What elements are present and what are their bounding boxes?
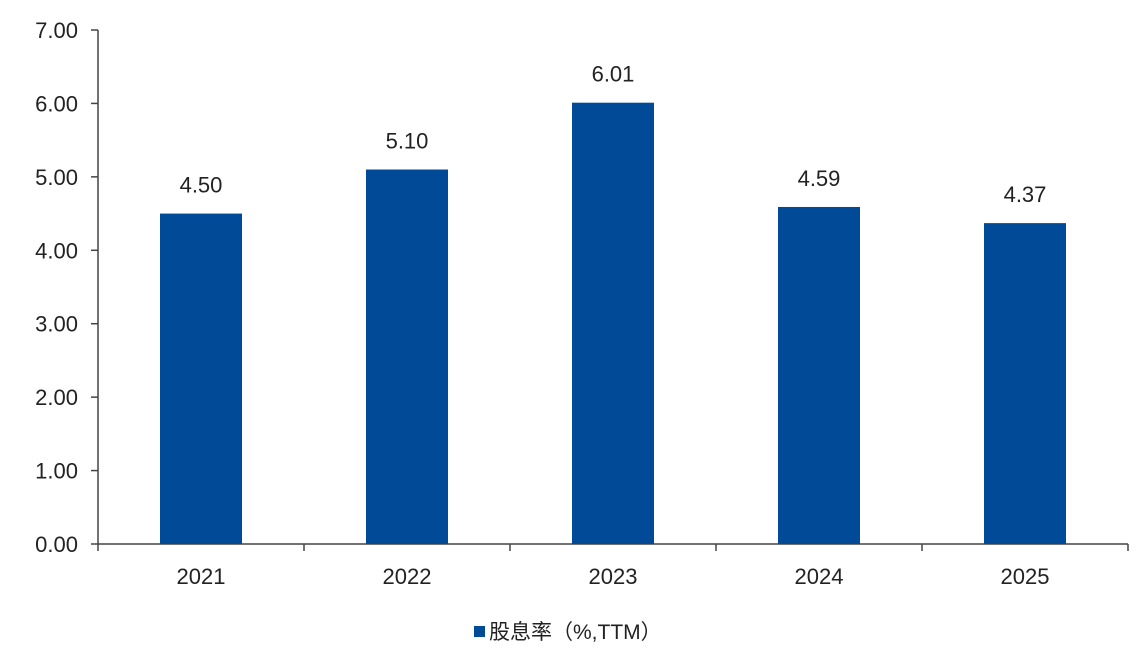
bars [160, 102, 1066, 545]
y-tick-label: 3.00 [35, 312, 78, 337]
y-tick-label: 0.00 [35, 532, 78, 557]
y-tick-label: 4.00 [35, 238, 78, 263]
x-category-label: 2025 [1001, 564, 1050, 589]
y-tick-label: 6.00 [35, 91, 78, 116]
data-labels: 4.50 5.10 6.01 4.59 4.37 [180, 62, 1047, 207]
x-category-label: 2023 [589, 564, 638, 589]
bar-2021 [160, 213, 242, 545]
legend-swatch [474, 626, 485, 637]
y-axis: 0.00 1.00 2.00 3.00 4.00 5.00 6.00 7.00 [35, 18, 99, 557]
data-label: 4.37 [1004, 182, 1047, 207]
x-category-label: 2021 [177, 564, 226, 589]
bar-2022 [366, 169, 448, 544]
data-label: 6.01 [592, 62, 635, 87]
y-tick-label: 2.00 [35, 385, 78, 410]
bar-2024 [778, 206, 860, 544]
y-tick-label: 5.00 [35, 165, 78, 190]
bar-2025 [984, 223, 1066, 545]
x-category-label: 2024 [795, 564, 844, 589]
legend-label: 股息率（%,TTM） [489, 621, 662, 644]
legend: 股息率（%,TTM） [474, 621, 662, 644]
x-category-label: 2022 [383, 564, 432, 589]
data-label: 4.50 [180, 173, 223, 198]
data-label: 5.10 [386, 129, 429, 154]
y-tick-label: 7.00 [35, 18, 78, 43]
x-axis: 2021 2022 2023 2024 2025 [97, 543, 1129, 589]
y-tick-label: 1.00 [35, 459, 78, 484]
bar-2023 [572, 102, 654, 545]
data-label: 4.59 [798, 166, 841, 191]
